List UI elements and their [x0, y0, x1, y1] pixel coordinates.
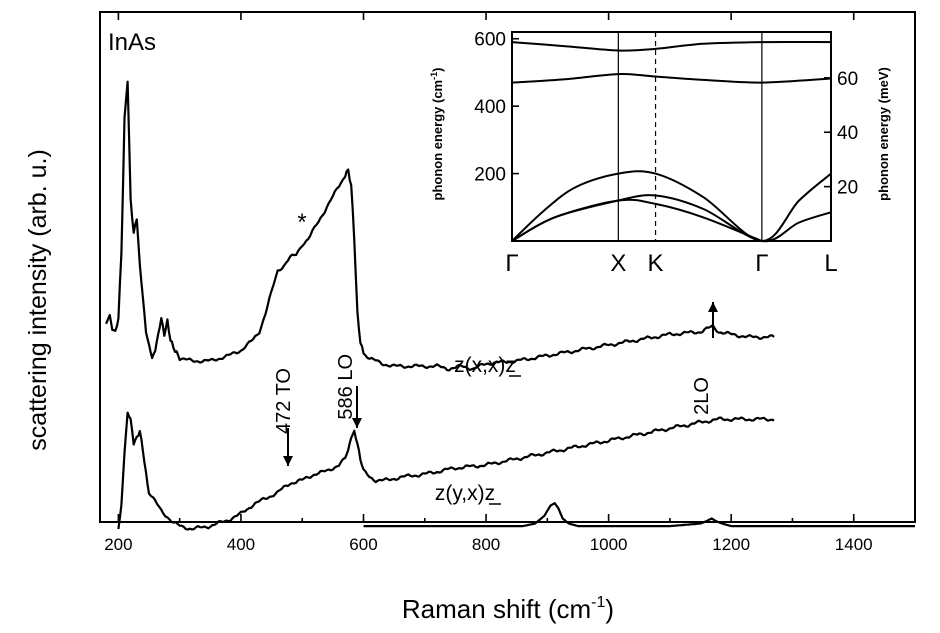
- inset-x-label: Γ: [755, 250, 768, 277]
- annotation-arrowhead: [283, 456, 293, 466]
- x-axis-label-superscript: -1: [591, 594, 605, 611]
- inset-left-axis-label: phonon energy (cm-1): [429, 68, 445, 201]
- inset-left-tick-label: 200: [474, 165, 506, 186]
- inset-branch-la: [511, 170, 832, 243]
- x-tick-label: 1400: [835, 535, 873, 554]
- inset-x-label: L: [824, 250, 837, 277]
- inset-curves: [511, 40, 832, 243]
- annotation-arrowhead: [352, 418, 362, 428]
- main-plot-frame: [99, 11, 916, 523]
- inset-right-tick-label: 20: [837, 178, 858, 199]
- x-tick-label: 1200: [712, 535, 750, 554]
- inset-left-axis-label-superscript: -1: [429, 72, 439, 80]
- spectrum-line-3: [363, 502, 915, 528]
- inset-branch-ta1: [511, 194, 832, 243]
- inset-x-label: Γ: [505, 250, 518, 277]
- series-label-2: z(y,x)z: [435, 482, 495, 505]
- x-tick-label: 200: [104, 535, 132, 554]
- inset-axes: Γ X K Γ L 200 400 600 20 40 60: [474, 30, 858, 277]
- inset-branch-ta2: [511, 198, 763, 242]
- inset-left-tick-label: 400: [474, 97, 506, 118]
- spectrum-line-1: [105, 80, 775, 372]
- x-tick-label: 1000: [590, 535, 628, 554]
- sample-label: InAs: [108, 29, 156, 56]
- inset-x-label: K: [648, 250, 664, 277]
- main-x-ticks: 200 400 600 800 1000 1200 1400: [104, 12, 916, 554]
- x-tick-label: 600: [349, 535, 377, 554]
- inset-right-tick-label: 60: [837, 69, 858, 90]
- inset-branch-lo: [511, 40, 832, 52]
- spectrum-line-2: [117, 411, 775, 531]
- annotation-label: 586 LO: [335, 354, 357, 420]
- main-annotations: 472 TO 586 LO 2LO *: [273, 209, 718, 466]
- inset-left-tick-label: 600: [474, 30, 506, 51]
- inset-right-tick-label: 40: [837, 123, 858, 144]
- inset-x-label: X: [610, 250, 626, 277]
- annotation-label: 472 TO: [273, 368, 295, 434]
- inset-right-axis-label: phonon energy (meV): [876, 67, 891, 201]
- x-tick-label: 800: [472, 535, 500, 554]
- x-tick-label: 400: [227, 535, 255, 554]
- main-curves: z(x,x)z z(y,x)z: [105, 80, 915, 531]
- y-axis-label: scattering intensity (arb. u.): [24, 149, 52, 451]
- x-axis-label: Raman shift (cm-1): [402, 594, 614, 624]
- inset-branch-to: [511, 73, 832, 84]
- annotation-label: *: [297, 209, 306, 236]
- annotation-arrowhead: [708, 302, 718, 312]
- inset-plot-frame: [511, 31, 832, 242]
- series-label-1: z(x,x)z: [454, 354, 516, 377]
- annotation-label: 2LO: [691, 377, 713, 415]
